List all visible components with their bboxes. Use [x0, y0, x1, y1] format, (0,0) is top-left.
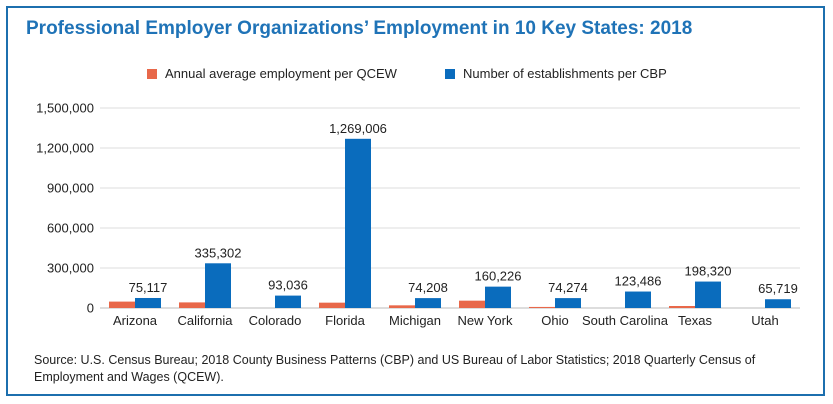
legend-item-cbp: Number of establishments per CBP — [445, 66, 667, 81]
x-tick-label: Ohio — [541, 313, 568, 328]
legend-swatch-qcew — [147, 68, 157, 79]
x-tick-label: Michigan — [389, 313, 441, 328]
y-tick-label: 1,500,000 — [36, 101, 94, 116]
bar-cbp — [275, 295, 301, 308]
x-tick-label: New York — [458, 313, 513, 328]
bar-cbp — [765, 299, 791, 308]
chart-legend: Annual average employment per QCEW Numbe… — [0, 66, 833, 82]
legend-label-qcew: Annual average employment per QCEW — [165, 66, 397, 81]
data-label-cbp: 75,117 — [129, 280, 168, 295]
bar-cbp — [625, 291, 651, 308]
data-label-cbp: 123,486 — [615, 274, 662, 289]
bar-qcew — [319, 302, 345, 308]
figure-frame — [6, 6, 825, 396]
bar-qcew — [389, 305, 415, 308]
data-label-cbp: 335,302 — [195, 245, 242, 260]
x-tick-label: Utah — [751, 313, 778, 328]
bar-cbp — [205, 263, 231, 308]
legend-label-cbp: Number of establishments per CBP — [463, 66, 667, 81]
bar-qcew — [669, 306, 695, 308]
bar-cbp — [485, 286, 511, 308]
bar-cbp — [345, 138, 371, 308]
x-tick-label: Florida — [325, 313, 366, 328]
data-label-cbp: 1,269,006 — [329, 121, 387, 136]
data-label-cbp: 74,208 — [408, 280, 448, 295]
legend-swatch-cbp — [445, 68, 455, 79]
data-label-cbp: 93,036 — [268, 278, 308, 293]
y-tick-label: 1,200,000 — [36, 141, 94, 156]
data-label-cbp: 65,719 — [758, 281, 798, 296]
x-tick-label: California — [178, 313, 234, 328]
data-label-cbp: 198,320 — [685, 264, 732, 279]
x-tick-label: Colorado — [249, 313, 302, 328]
x-tick-label: South Carolina — [582, 313, 669, 328]
y-tick-label: 600,000 — [47, 221, 94, 236]
data-label-cbp: 160,226 — [475, 269, 522, 284]
source-note: Source: U.S. Census Bureau; 2018 County … — [34, 353, 756, 384]
bar-qcew — [529, 306, 555, 308]
data-label-cbp: 74,274 — [548, 280, 588, 295]
bar-cbp — [695, 281, 721, 308]
bar-cbp — [135, 297, 161, 308]
y-tick-label: 300,000 — [47, 261, 94, 276]
bar-cbp — [555, 298, 581, 308]
bar-cbp — [415, 298, 441, 308]
bar-qcew — [109, 301, 135, 308]
bar-qcew — [459, 300, 485, 308]
y-tick-label: 0 — [87, 301, 94, 316]
bar-qcew — [179, 302, 205, 308]
x-tick-label: Arizona — [113, 313, 158, 328]
chart-title: Professional Employer Organizations’ Emp… — [26, 18, 693, 39]
x-tick-label: Texas — [678, 313, 712, 328]
legend-item-qcew: Annual average employment per QCEW — [147, 66, 397, 81]
y-tick-label: 900,000 — [47, 181, 94, 196]
